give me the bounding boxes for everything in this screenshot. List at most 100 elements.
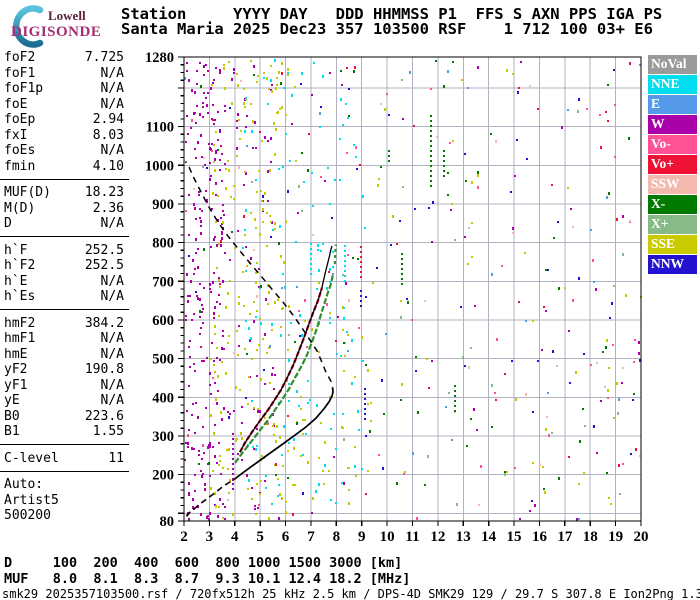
param-value: 223.6	[84, 408, 124, 424]
param-row: hmE N/A	[0, 347, 130, 363]
legend-item-vo: Vo+	[648, 155, 697, 174]
svg-text:400: 400	[152, 390, 174, 406]
param-label: h`E	[4, 273, 28, 289]
param-label: fxI	[4, 127, 28, 143]
legend-item-w: W	[648, 115, 697, 134]
series-artist-fit-line	[239, 245, 333, 453]
svg-text:600: 600	[152, 313, 174, 329]
panel-separator	[0, 178, 129, 180]
param-value: N/A	[100, 377, 124, 393]
legend-item-vo: Vo-	[648, 135, 697, 154]
param-row: foEp 2.94	[0, 112, 130, 128]
param-label: hmE	[4, 346, 28, 362]
param-value: 252.5	[84, 258, 124, 273]
param-label: foF2	[4, 50, 36, 65]
param-row: h`F 252.5	[0, 243, 130, 259]
status-bar: smk29_2025357103500.rsf / 720fx512h 25 k…	[2, 587, 700, 600]
d-distance-row: D 100 200 400 600 800 1000 1500 3000 [km…	[4, 555, 403, 571]
param-label: hmF1	[4, 331, 36, 346]
param-row: foF1 N/A	[0, 66, 130, 82]
echo-classification-legend: NoVal NNE E W Vo- Vo+ SSW X- X+ SSE NNW	[648, 55, 697, 275]
grid-lines	[184, 57, 641, 521]
param-label: 500200	[4, 508, 51, 523]
lowell-digisonde-logo: Lowell DIGISONDE	[4, 2, 119, 48]
echo-traces	[184, 161, 337, 517]
panel-separator	[0, 309, 129, 310]
legend-item-ssw: SSW	[648, 175, 697, 194]
param-row: hmF1 N/A	[0, 331, 130, 347]
param-value: 190.8	[84, 362, 124, 377]
svg-text:80: 80	[160, 514, 175, 530]
svg-text:1280: 1280	[145, 50, 174, 66]
param-row: foE N/A	[0, 97, 130, 113]
param-row: hmF2 384.2	[0, 316, 130, 332]
legend-item-e: E	[648, 95, 697, 114]
param-value: N/A	[100, 331, 124, 346]
param-row: foEs N/A	[0, 143, 130, 159]
svg-text:14: 14	[481, 529, 497, 545]
param-label: B1	[4, 424, 20, 439]
series-profile	[235, 387, 334, 479]
param-value: 2.36	[92, 200, 124, 216]
legend-item-sse: SSE	[648, 235, 697, 254]
param-label: MUF(D)	[4, 185, 51, 200]
header-columns-and-values: Station YYYY DAY DDD HHMMSS P1 FFS S AXN…	[121, 5, 663, 38]
legend-item-nne: NNE	[648, 75, 697, 94]
echo-columns	[232, 115, 456, 494]
param-row: fxI 8.03	[0, 128, 130, 144]
param-value: N/A	[100, 289, 124, 304]
param-value: N/A	[100, 273, 124, 289]
param-row: 500200	[0, 508, 130, 524]
svg-text:9: 9	[358, 529, 366, 545]
header-line1: Station YYYY DAY DDD HHMMSS P1 FFS S AXN…	[121, 5, 663, 23]
param-row: D N/A	[0, 216, 130, 232]
param-value: 7.725	[84, 50, 124, 65]
param-value: N/A	[100, 65, 124, 81]
param-label: fmin	[4, 158, 36, 174]
param-row: Artist5	[0, 493, 130, 509]
svg-text:10: 10	[380, 529, 395, 545]
header-line2: Santa Maria 2025 Dec23 357 103500 RSF 1 …	[121, 20, 653, 38]
svg-text:4: 4	[231, 529, 239, 545]
param-label: foF1	[4, 65, 36, 81]
svg-text:16: 16	[532, 529, 548, 545]
logo-lowell-text: Lowell	[48, 8, 86, 23]
param-row: h`F2 252.5	[0, 258, 130, 274]
legend-item-nnw: NNW	[648, 255, 697, 274]
param-label: foE	[4, 96, 28, 112]
svg-text:200: 200	[152, 468, 174, 484]
param-value: 252.5	[84, 242, 124, 258]
svg-text:1100: 1100	[146, 120, 174, 136]
param-value: N/A	[100, 216, 124, 231]
param-label: hmF2	[4, 315, 36, 331]
param-label: M(D)	[4, 200, 36, 216]
param-row: Auto:	[0, 477, 130, 493]
series-profile-sub-fmin	[185, 477, 237, 517]
param-value: N/A	[100, 143, 124, 158]
param-label: h`F	[4, 242, 28, 258]
param-label: yE	[4, 393, 20, 408]
param-row: foF1p N/A	[0, 81, 130, 97]
param-label: Auto:	[4, 477, 44, 492]
param-row: yF1 N/A	[0, 378, 130, 394]
muf-row: MUF 8.0 8.1 8.3 8.7 9.3 10.1 12.4 18.2 […	[4, 571, 411, 587]
param-value: 18.23	[84, 185, 124, 200]
param-row: yF2 190.8	[0, 362, 130, 378]
series-profile-topside-model	[184, 161, 332, 383]
svg-text:5: 5	[256, 529, 264, 545]
param-value: 11	[108, 450, 124, 466]
svg-text:20: 20	[634, 529, 649, 545]
noise-dots	[184, 59, 642, 521]
param-row: yE N/A	[0, 393, 130, 409]
param-value: 384.2	[84, 315, 124, 331]
svg-text:7: 7	[307, 529, 315, 545]
svg-text:300: 300	[152, 429, 174, 445]
param-value: N/A	[100, 96, 124, 112]
svg-text:800: 800	[152, 236, 174, 252]
series-X-trace-top	[333, 244, 337, 264]
param-label: yF2	[4, 362, 28, 377]
param-label: B0	[4, 408, 20, 424]
param-value: N/A	[100, 393, 124, 408]
